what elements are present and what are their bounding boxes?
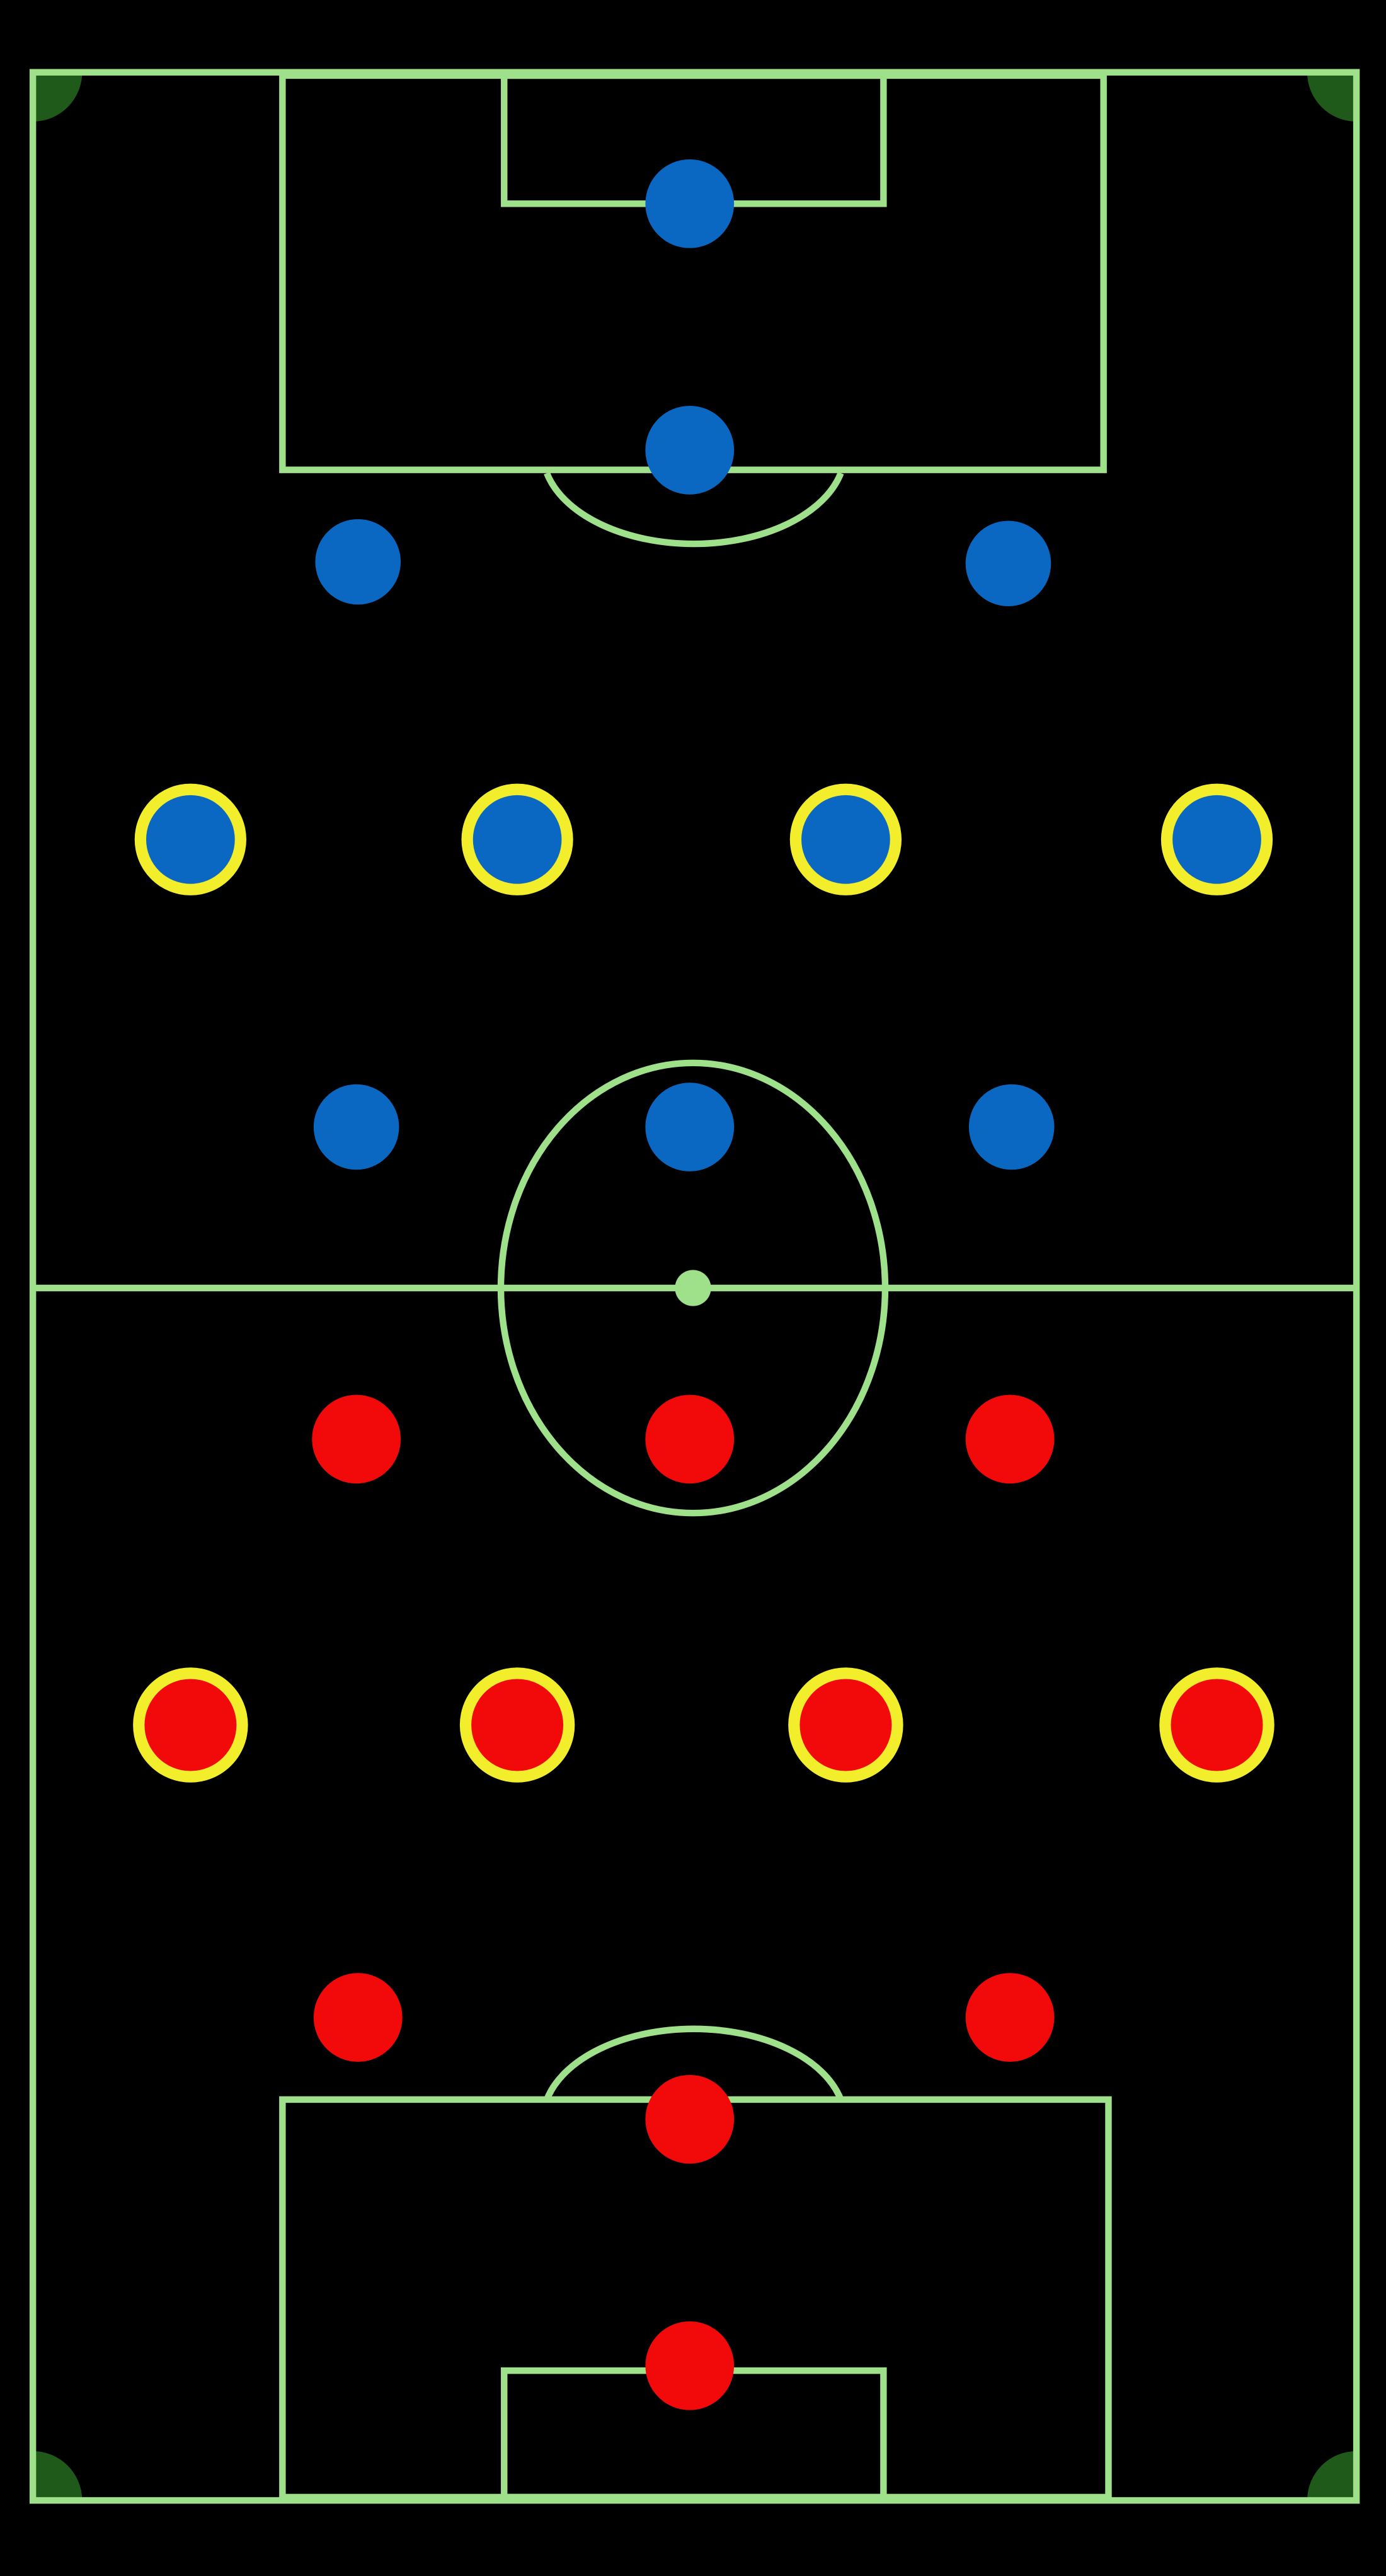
player — [146, 795, 235, 884]
player — [313, 1084, 399, 1170]
player — [472, 795, 562, 884]
player — [799, 1679, 892, 1771]
player — [645, 405, 735, 495]
player — [965, 520, 1051, 607]
player — [645, 2321, 735, 2410]
penalty-arc — [544, 471, 844, 548]
player — [471, 1679, 564, 1771]
player — [965, 1973, 1055, 2062]
player — [801, 795, 890, 884]
player — [1172, 795, 1261, 884]
player — [645, 2074, 735, 2164]
player — [645, 159, 735, 248]
player — [315, 519, 401, 605]
corner-arc — [1307, 72, 1357, 122]
penalty-arc — [544, 2025, 844, 2101]
corner-arc — [1307, 2451, 1357, 2501]
player — [312, 1394, 401, 1484]
player — [965, 1394, 1055, 1484]
corner-arc — [33, 2451, 83, 2501]
player — [645, 1394, 735, 1484]
player — [1171, 1679, 1263, 1771]
player — [313, 1973, 403, 2062]
center-spot — [675, 1270, 711, 1306]
corner-arc — [33, 72, 83, 122]
player — [144, 1679, 237, 1771]
player — [645, 1083, 735, 1171]
center-circle — [497, 1059, 889, 1517]
player — [968, 1084, 1055, 1170]
